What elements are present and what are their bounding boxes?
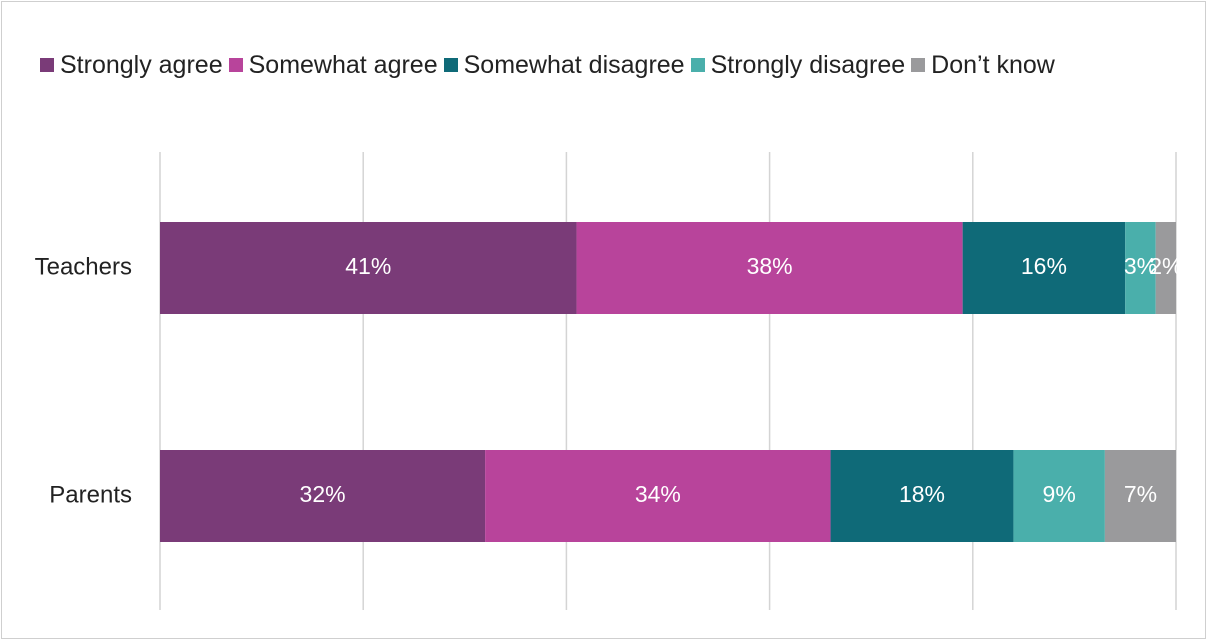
data-label: 3% (1124, 253, 1157, 279)
legend-item-dont-know: Don’t know (911, 50, 1055, 80)
data-label: 18% (899, 481, 945, 507)
bar-segment (160, 222, 577, 314)
bar-segment (160, 450, 486, 542)
legend-label: Strongly agree (60, 51, 223, 79)
legend-swatch (40, 58, 54, 72)
data-label: 32% (300, 481, 346, 507)
data-label: 16% (1021, 253, 1067, 279)
legend-label: Somewhat disagree (463, 51, 685, 79)
legend-item-strongly-agree: Strongly agree (40, 50, 223, 80)
data-label: 2% (1149, 253, 1182, 279)
legend-item-somewhat-disagree: Somewhat disagree (443, 50, 685, 80)
labels: Teachers 41% 38% 16% 3%2% Parents 32% 34% 18% 9% 7… (35, 253, 1183, 508)
data-label: 34% (635, 481, 681, 507)
bar-segment (485, 450, 831, 542)
data-label: 7% (1124, 481, 1157, 507)
data-label: 9% (1043, 481, 1076, 507)
legend-swatch (911, 58, 926, 72)
legend-swatch (690, 58, 705, 72)
bar-segment (1155, 222, 1176, 314)
legend-swatch (443, 58, 458, 72)
legend-swatch (228, 58, 243, 72)
data-label: 38% (747, 253, 793, 279)
bars (160, 222, 1176, 542)
legend-label: Strongly disagree (710, 51, 906, 79)
bar-segment (830, 450, 1014, 542)
legend-item-somewhat-agree: Somewhat agree (228, 50, 438, 80)
data-label: 41% (345, 253, 391, 279)
legend-label: Don’t know (931, 51, 1055, 79)
bar-segment (1104, 450, 1176, 542)
legend-label: Somewhat agree (248, 51, 438, 79)
legend-item-strongly-disagree: Strongly disagree (690, 50, 906, 80)
legend: Strongly agree Somewhat agree Somewhat d… (40, 50, 1061, 80)
bar-segment (1013, 450, 1105, 542)
bar-segment (962, 222, 1126, 314)
category-label: Parents (49, 481, 132, 508)
bar-segment (1125, 222, 1156, 314)
bar-segment (576, 222, 963, 314)
category-label: Teachers (35, 253, 132, 280)
